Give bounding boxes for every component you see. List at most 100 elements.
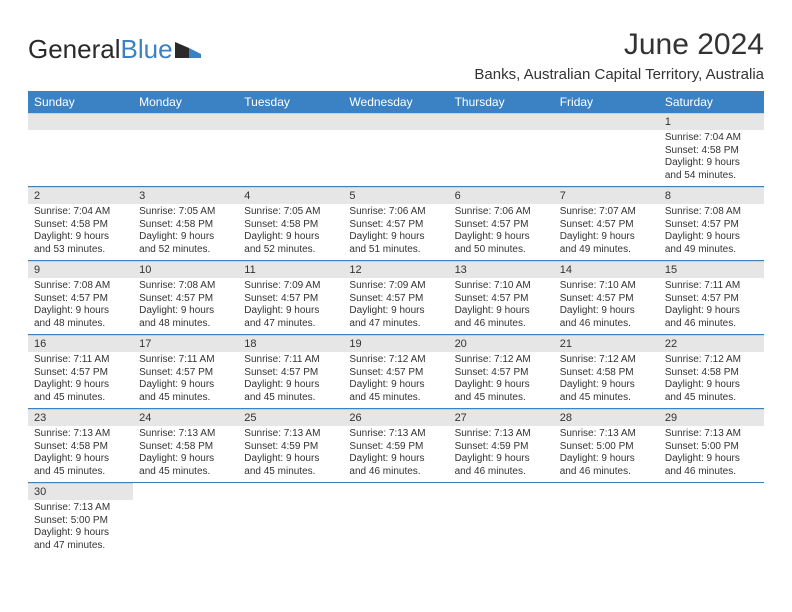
day-number: 23 [28, 409, 133, 426]
calendar-cell [554, 113, 659, 187]
calendar-cell: 10Sunrise: 7:08 AMSunset: 4:57 PMDayligh… [133, 261, 238, 335]
day-details: Sunrise: 7:10 AMSunset: 4:57 PMDaylight:… [449, 278, 554, 334]
calendar-cell: 9Sunrise: 7:08 AMSunset: 4:57 PMDaylight… [28, 261, 133, 335]
calendar-cell: 17Sunrise: 7:11 AMSunset: 4:57 PMDayligh… [133, 335, 238, 409]
day-details: Sunrise: 7:13 AMSunset: 5:00 PMDaylight:… [554, 426, 659, 482]
calendar-cell [238, 483, 343, 557]
day-header-row: Sunday Monday Tuesday Wednesday Thursday… [28, 91, 764, 113]
day-number: 26 [343, 409, 448, 426]
day-header: Sunday [28, 91, 133, 113]
calendar-cell [659, 483, 764, 557]
day-details: Sunrise: 7:08 AMSunset: 4:57 PMDaylight:… [133, 278, 238, 334]
day-number: 3 [133, 187, 238, 204]
day-header: Monday [133, 91, 238, 113]
day-details: Sunrise: 7:09 AMSunset: 4:57 PMDaylight:… [238, 278, 343, 334]
calendar-cell: 2Sunrise: 7:04 AMSunset: 4:58 PMDaylight… [28, 187, 133, 261]
calendar-cell: 26Sunrise: 7:13 AMSunset: 4:59 PMDayligh… [343, 409, 448, 483]
day-details: Sunrise: 7:12 AMSunset: 4:57 PMDaylight:… [343, 352, 448, 408]
day-header: Friday [554, 91, 659, 113]
calendar-cell: 14Sunrise: 7:10 AMSunset: 4:57 PMDayligh… [554, 261, 659, 335]
day-details: Sunrise: 7:12 AMSunset: 4:57 PMDaylight:… [449, 352, 554, 408]
day-number: 27 [449, 409, 554, 426]
calendar-cell [554, 483, 659, 557]
calendar-cell: 15Sunrise: 7:11 AMSunset: 4:57 PMDayligh… [659, 261, 764, 335]
day-number: 16 [28, 335, 133, 352]
day-number: 10 [133, 261, 238, 278]
logo-text-2: Blue [121, 34, 173, 65]
day-details: Sunrise: 7:13 AMSunset: 4:59 PMDaylight:… [238, 426, 343, 482]
calendar-cell: 5Sunrise: 7:06 AMSunset: 4:57 PMDaylight… [343, 187, 448, 261]
day-details: Sunrise: 7:10 AMSunset: 4:57 PMDaylight:… [554, 278, 659, 334]
calendar-cell: 20Sunrise: 7:12 AMSunset: 4:57 PMDayligh… [449, 335, 554, 409]
day-details: Sunrise: 7:06 AMSunset: 4:57 PMDaylight:… [343, 204, 448, 260]
day-number: 12 [343, 261, 448, 278]
calendar-cell: 16Sunrise: 7:11 AMSunset: 4:57 PMDayligh… [28, 335, 133, 409]
day-details: Sunrise: 7:13 AMSunset: 5:00 PMDaylight:… [28, 500, 133, 556]
calendar-cell: 28Sunrise: 7:13 AMSunset: 5:00 PMDayligh… [554, 409, 659, 483]
day-details: Sunrise: 7:09 AMSunset: 4:57 PMDaylight:… [343, 278, 448, 334]
day-details: Sunrise: 7:04 AMSunset: 4:58 PMDaylight:… [659, 130, 764, 186]
day-details: Sunrise: 7:11 AMSunset: 4:57 PMDaylight:… [659, 278, 764, 334]
day-number: 18 [238, 335, 343, 352]
logo-flag-icon [175, 40, 201, 58]
calendar-cell: 8Sunrise: 7:08 AMSunset: 4:57 PMDaylight… [659, 187, 764, 261]
day-details: Sunrise: 7:06 AMSunset: 4:57 PMDaylight:… [449, 204, 554, 260]
day-details: Sunrise: 7:04 AMSunset: 4:58 PMDaylight:… [28, 204, 133, 260]
calendar-cell: 21Sunrise: 7:12 AMSunset: 4:58 PMDayligh… [554, 335, 659, 409]
day-details: Sunrise: 7:13 AMSunset: 4:58 PMDaylight:… [133, 426, 238, 482]
day-number: 17 [133, 335, 238, 352]
calendar-row: 1Sunrise: 7:04 AMSunset: 4:58 PMDaylight… [28, 113, 764, 187]
calendar-cell: 30Sunrise: 7:13 AMSunset: 5:00 PMDayligh… [28, 483, 133, 557]
day-number: 19 [343, 335, 448, 352]
day-details: Sunrise: 7:05 AMSunset: 4:58 PMDaylight:… [133, 204, 238, 260]
day-details: Sunrise: 7:13 AMSunset: 5:00 PMDaylight:… [659, 426, 764, 482]
calendar-page: GeneralBlue June 2024 Banks, Australian … [0, 0, 792, 556]
day-header: Thursday [449, 91, 554, 113]
calendar-cell: 6Sunrise: 7:06 AMSunset: 4:57 PMDaylight… [449, 187, 554, 261]
day-number: 22 [659, 335, 764, 352]
calendar-row: 30Sunrise: 7:13 AMSunset: 5:00 PMDayligh… [28, 483, 764, 557]
day-number: 25 [238, 409, 343, 426]
day-details: Sunrise: 7:12 AMSunset: 4:58 PMDaylight:… [659, 352, 764, 408]
calendar-cell: 24Sunrise: 7:13 AMSunset: 4:58 PMDayligh… [133, 409, 238, 483]
calendar-cell: 18Sunrise: 7:11 AMSunset: 4:57 PMDayligh… [238, 335, 343, 409]
day-details: Sunrise: 7:08 AMSunset: 4:57 PMDaylight:… [28, 278, 133, 334]
calendar-cell: 11Sunrise: 7:09 AMSunset: 4:57 PMDayligh… [238, 261, 343, 335]
calendar-cell: 23Sunrise: 7:13 AMSunset: 4:58 PMDayligh… [28, 409, 133, 483]
calendar-cell: 7Sunrise: 7:07 AMSunset: 4:57 PMDaylight… [554, 187, 659, 261]
calendar-cell: 12Sunrise: 7:09 AMSunset: 4:57 PMDayligh… [343, 261, 448, 335]
day-number: 4 [238, 187, 343, 204]
calendar-cell [28, 113, 133, 187]
calendar-cell: 22Sunrise: 7:12 AMSunset: 4:58 PMDayligh… [659, 335, 764, 409]
day-number: 5 [343, 187, 448, 204]
calendar-cell: 3Sunrise: 7:05 AMSunset: 4:58 PMDaylight… [133, 187, 238, 261]
day-details: Sunrise: 7:08 AMSunset: 4:57 PMDaylight:… [659, 204, 764, 260]
day-header: Tuesday [238, 91, 343, 113]
day-number: 13 [449, 261, 554, 278]
day-number: 24 [133, 409, 238, 426]
page-subtitle: Banks, Australian Capital Territory, Aus… [474, 66, 764, 83]
day-number: 28 [554, 409, 659, 426]
day-number: 21 [554, 335, 659, 352]
day-number: 6 [449, 187, 554, 204]
calendar-cell: 27Sunrise: 7:13 AMSunset: 4:59 PMDayligh… [449, 409, 554, 483]
day-number: 8 [659, 187, 764, 204]
day-header: Wednesday [343, 91, 448, 113]
calendar-cell [133, 483, 238, 557]
day-number: 30 [28, 483, 133, 500]
calendar-row: 9Sunrise: 7:08 AMSunset: 4:57 PMDaylight… [28, 261, 764, 335]
day-number: 11 [238, 261, 343, 278]
calendar-cell: 19Sunrise: 7:12 AMSunset: 4:57 PMDayligh… [343, 335, 448, 409]
calendar-cell [449, 113, 554, 187]
day-header: Saturday [659, 91, 764, 113]
calendar-cell [343, 483, 448, 557]
day-number: 7 [554, 187, 659, 204]
title-block: June 2024 Banks, Australian Capital Terr… [474, 28, 764, 83]
calendar-cell: 25Sunrise: 7:13 AMSunset: 4:59 PMDayligh… [238, 409, 343, 483]
calendar-cell [449, 483, 554, 557]
calendar-cell: 1Sunrise: 7:04 AMSunset: 4:58 PMDaylight… [659, 113, 764, 187]
calendar-cell: 13Sunrise: 7:10 AMSunset: 4:57 PMDayligh… [449, 261, 554, 335]
logo: GeneralBlue [28, 34, 201, 65]
calendar-cell [343, 113, 448, 187]
calendar-table: Sunday Monday Tuesday Wednesday Thursday… [28, 91, 764, 556]
